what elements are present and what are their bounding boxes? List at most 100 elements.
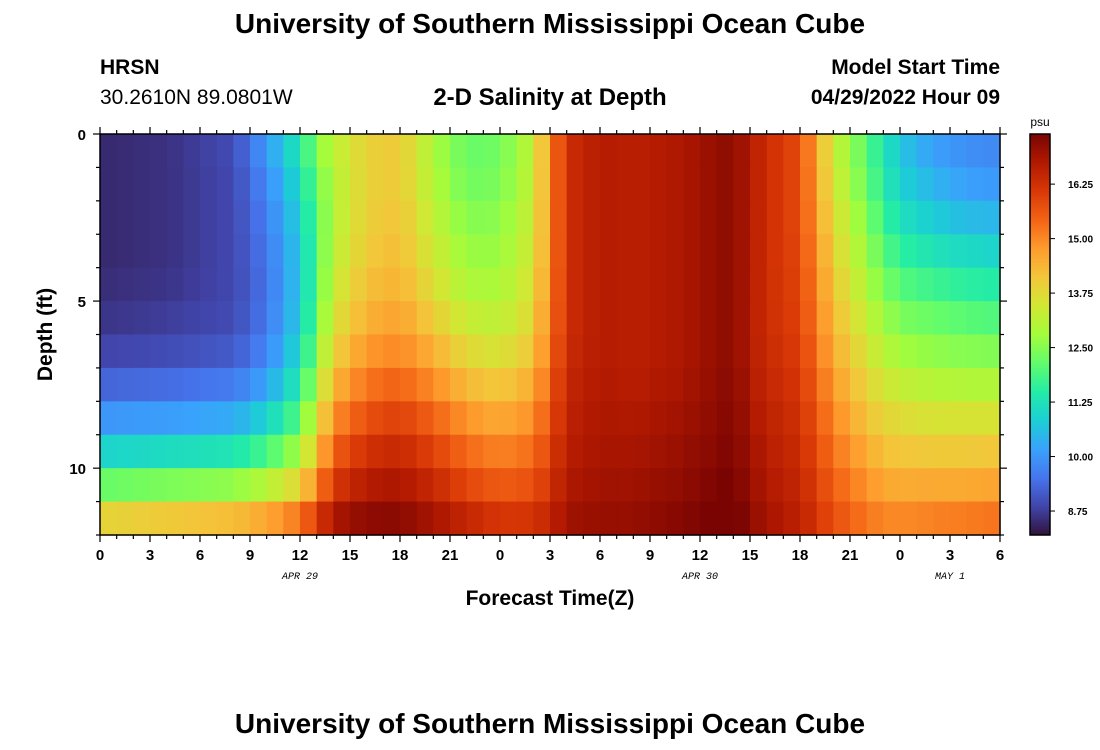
- heatmap-cell: [633, 367, 651, 402]
- heatmap-cell: [316, 367, 334, 402]
- heatmap-cell: [216, 134, 234, 169]
- heatmap-cell: [233, 134, 251, 169]
- heatmap-cell: [666, 200, 684, 235]
- heatmap-cell: [333, 501, 351, 536]
- heatmap-cell: [916, 367, 934, 402]
- heatmap-cell: [733, 401, 751, 436]
- heatmap-cell: [766, 334, 784, 369]
- heatmap-cell: [600, 468, 618, 503]
- heatmap-cell: [233, 468, 251, 503]
- heatmap-cell: [300, 234, 318, 269]
- heatmap-cell: [200, 434, 218, 469]
- heatmap-cell: [783, 334, 801, 369]
- heatmap-cell: [900, 134, 918, 169]
- heatmap-cell: [100, 501, 118, 536]
- heatmap-cell: [233, 234, 251, 269]
- heatmap-cell: [200, 167, 218, 202]
- heatmap-cell: [683, 367, 701, 402]
- heatmap-cell: [400, 468, 418, 503]
- heatmap-cell: [233, 501, 251, 536]
- heatmap-cell: [566, 468, 584, 503]
- heatmap-cell: [833, 334, 851, 369]
- heatmap-cell: [450, 134, 468, 169]
- heatmap-cell: [616, 134, 634, 169]
- heatmap-cell: [800, 468, 818, 503]
- heatmap-cell: [500, 468, 518, 503]
- heatmap-cell: [116, 501, 134, 536]
- x-tick-label: 9: [246, 547, 254, 564]
- x-tick-label: 6: [596, 547, 604, 564]
- heatmap-cell: [733, 267, 751, 302]
- heatmap-cell: [800, 134, 818, 169]
- heatmap-cell: [150, 234, 168, 269]
- heatmap-cell: [366, 501, 384, 536]
- x-tick-label: 9: [646, 547, 654, 564]
- heatmap-cell: [733, 501, 751, 536]
- heatmap-cell: [300, 200, 318, 235]
- heatmap-cell: [166, 200, 184, 235]
- heatmap-cell: [550, 367, 568, 402]
- x-tick-label: 0: [896, 547, 904, 564]
- heatmap-cell: [433, 501, 451, 536]
- heatmap-cell: [283, 334, 301, 369]
- x-tick-label: 0: [496, 547, 504, 564]
- heatmap-cell: [300, 134, 318, 169]
- heatmap-cell: [366, 367, 384, 402]
- heatmap-cell: [116, 267, 134, 302]
- heatmap-cell: [750, 134, 768, 169]
- heatmap-cell: [200, 401, 218, 436]
- x-tick-label: 6: [996, 547, 1004, 564]
- heatmap-cell: [433, 267, 451, 302]
- heatmap-cell: [450, 401, 468, 436]
- heatmap-cell: [316, 468, 334, 503]
- heatmap-cell: [383, 434, 401, 469]
- heatmap-cell: [283, 301, 301, 336]
- heatmap-cell: [300, 334, 318, 369]
- heatmap-cell: [466, 301, 484, 336]
- heatmap-cell: [683, 134, 701, 169]
- heatmap-cell: [916, 200, 934, 235]
- heatmap-cell: [400, 334, 418, 369]
- heatmap-cell: [933, 234, 951, 269]
- heatmap-cell: [783, 468, 801, 503]
- heatmap-cell: [683, 200, 701, 235]
- heatmap-cell: [416, 301, 434, 336]
- heatmap-cell: [933, 134, 951, 169]
- heatmap-cell: [766, 401, 784, 436]
- heatmap-cell: [616, 401, 634, 436]
- heatmap-cell: [416, 401, 434, 436]
- heatmap-cell: [466, 200, 484, 235]
- heatmap-cell: [700, 200, 718, 235]
- heatmap-cell: [583, 468, 601, 503]
- heatmap-cell: [250, 234, 268, 269]
- heatmap-cell: [433, 167, 451, 202]
- heatmap-cell: [283, 468, 301, 503]
- heatmap-cell: [166, 468, 184, 503]
- heatmap-cell: [666, 501, 684, 536]
- heatmap-cell: [766, 301, 784, 336]
- heatmap-cell: [916, 267, 934, 302]
- heatmap-cell: [483, 200, 501, 235]
- heatmap-cell: [550, 401, 568, 436]
- heatmap-cell: [600, 301, 618, 336]
- heatmap-cell: [483, 167, 501, 202]
- heatmap-cell: [500, 267, 518, 302]
- heatmap-cell: [566, 401, 584, 436]
- heatmap-cell: [800, 200, 818, 235]
- heatmap-cell: [466, 234, 484, 269]
- heatmap-cell: [650, 334, 668, 369]
- heatmap-cell: [900, 234, 918, 269]
- heatmap-cell: [183, 167, 201, 202]
- heatmap-cell: [216, 468, 234, 503]
- heatmap-cell: [266, 134, 284, 169]
- heatmap-cell: [850, 367, 868, 402]
- heatmap-cell: [166, 501, 184, 536]
- heatmap-cell: [583, 134, 601, 169]
- heatmap-cell: [533, 367, 551, 402]
- heatmap-cell: [116, 401, 134, 436]
- heatmap-cell: [516, 200, 534, 235]
- heatmap-cell: [150, 501, 168, 536]
- heatmap-cell: [333, 468, 351, 503]
- heatmap-cell: [600, 401, 618, 436]
- heatmap-cell: [916, 401, 934, 436]
